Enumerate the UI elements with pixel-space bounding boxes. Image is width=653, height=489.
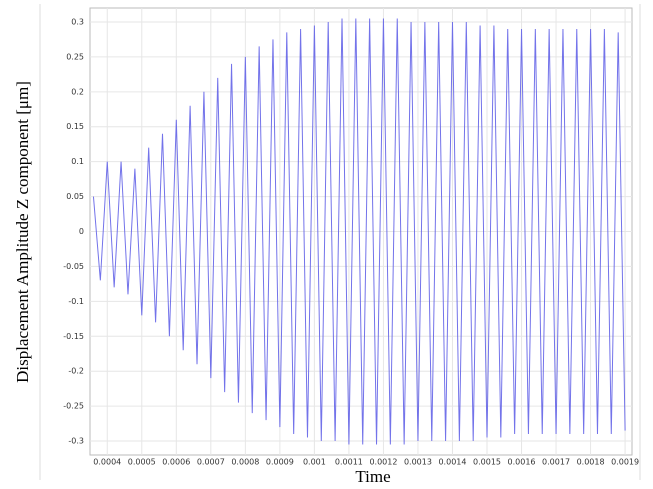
signal-line [92, 18, 626, 445]
x-tick-label: 0.001 [303, 458, 326, 467]
y-tick-label: 0.1 [71, 157, 84, 166]
y-tick-label: -0.3 [68, 437, 84, 446]
y-axis-title: Displacement Amplitude Z component [μm] [13, 81, 32, 383]
y-tick-label: 0.05 [66, 192, 84, 201]
x-tick-label: 0.0011 [335, 458, 363, 467]
y-tick-label: -0.05 [63, 262, 84, 271]
x-tick-label: 0.0015 [473, 458, 501, 467]
y-tick-label: 0.3 [71, 17, 84, 26]
y-tick-label: 0.25 [66, 52, 84, 61]
x-tick-label: 0.0008 [231, 458, 259, 467]
x-axis-title: Time [355, 467, 390, 486]
x-tick-label: 0.0017 [542, 458, 570, 467]
x-tick-label: 0.0005 [128, 458, 156, 467]
x-tick-label: 0.0019 [611, 458, 639, 467]
y-tick-label: -0.25 [63, 402, 84, 411]
x-tick-label: 0.0013 [404, 458, 432, 467]
y-tick-label: -0.2 [68, 367, 84, 376]
x-tick-label: 0.0014 [438, 458, 466, 467]
y-tick-label: -0.1 [68, 297, 84, 306]
x-tick-label: 0.0007 [197, 458, 225, 467]
x-tick-label: 0.0009 [266, 458, 294, 467]
y-tick-label: 0.15 [66, 122, 84, 131]
x-tick-label: 0.0016 [508, 458, 536, 467]
x-tick-label: 0.0018 [577, 458, 605, 467]
y-tick-label: 0 [79, 227, 84, 236]
y-tick-label: 0.2 [71, 87, 84, 96]
x-tick-label: 0.0006 [162, 458, 190, 467]
x-tick-label: 0.0004 [93, 458, 121, 467]
x-tick-label: 0.0012 [369, 458, 397, 467]
y-tick-label: -0.15 [63, 332, 84, 341]
